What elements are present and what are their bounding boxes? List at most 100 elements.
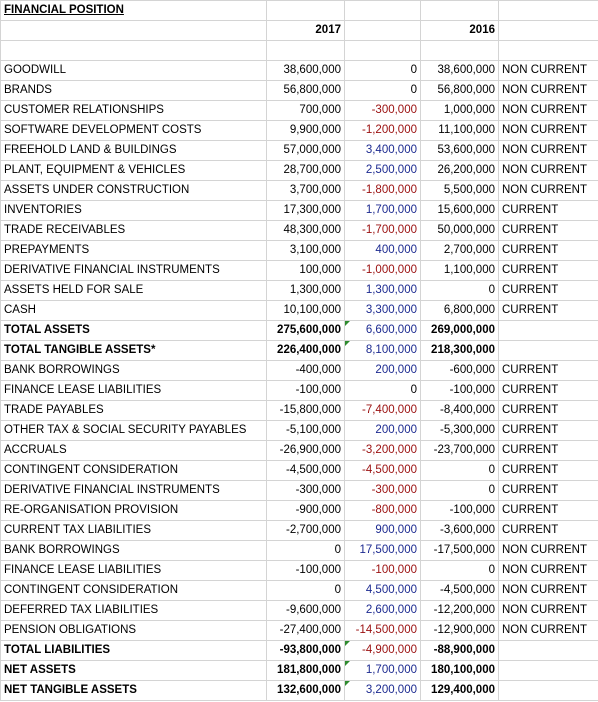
change-cell[interactable]: -300,000 — [344, 100, 421, 121]
value-2016-cell[interactable]: -4,500,000 — [420, 580, 499, 601]
value-2017-cell[interactable]: 28,700,000 — [266, 160, 345, 181]
classification-cell[interactable]: CURRENT — [498, 280, 598, 301]
change-cell[interactable]: 1,300,000 — [344, 280, 421, 301]
classification-cell[interactable]: NON CURRENT — [498, 160, 598, 181]
row-label-cell[interactable]: BANK BORROWINGS — [0, 540, 267, 561]
change-cell[interactable]: 400,000 — [344, 240, 421, 261]
empty-cell[interactable] — [266, 0, 345, 21]
value-2017-cell[interactable]: -900,000 — [266, 500, 345, 521]
classification-cell[interactable]: CURRENT — [498, 460, 598, 481]
row-label-cell[interactable]: PLANT, EQUIPMENT & VEHICLES — [0, 160, 267, 181]
value-2017-cell[interactable]: 57,000,000 — [266, 140, 345, 161]
row-label-cell[interactable]: FINANCE LEASE LIABILITIES — [0, 560, 267, 581]
change-cell[interactable]: 900,000 — [344, 520, 421, 541]
year-2017-header[interactable]: 2017 — [266, 20, 345, 41]
classification-cell[interactable]: CURRENT — [498, 520, 598, 541]
value-2017-cell[interactable]: 1,300,000 — [266, 280, 345, 301]
change-cell[interactable]: -1,800,000 — [344, 180, 421, 201]
row-label-cell[interactable]: TRADE PAYABLES — [0, 400, 267, 421]
value-2017-cell[interactable]: 3,100,000 — [266, 240, 345, 261]
value-2016-cell[interactable]: 56,800,000 — [420, 80, 499, 101]
value-2016-cell[interactable]: 5,500,000 — [420, 180, 499, 201]
row-label-cell[interactable]: TOTAL ASSETS — [0, 320, 267, 341]
change-cell[interactable]: 3,200,000 — [344, 680, 421, 701]
value-2016-cell[interactable]: -17,500,000 — [420, 540, 499, 561]
change-cell[interactable]: -1,200,000 — [344, 120, 421, 141]
value-2016-cell[interactable]: -100,000 — [420, 500, 499, 521]
value-2016-cell[interactable]: -5,300,000 — [420, 420, 499, 441]
value-2017-cell[interactable]: 48,300,000 — [266, 220, 345, 241]
row-label-cell[interactable]: DERIVATIVE FINANCIAL INSTRUMENTS — [0, 260, 267, 281]
classification-cell[interactable]: NON CURRENT — [498, 120, 598, 141]
value-2016-cell[interactable]: -100,000 — [420, 380, 499, 401]
value-2016-cell[interactable]: 0 — [420, 280, 499, 301]
classification-cell[interactable] — [498, 320, 598, 341]
row-label-cell[interactable]: OTHER TAX & SOCIAL SECURITY PAYABLES — [0, 420, 267, 441]
change-cell[interactable]: 4,500,000 — [344, 580, 421, 601]
row-label-cell[interactable]: CUSTOMER RELATIONSHIPS — [0, 100, 267, 121]
empty-cell[interactable] — [266, 40, 345, 61]
classification-cell[interactable]: CURRENT — [498, 300, 598, 321]
row-label-cell[interactable]: CURRENT TAX LIABILITIES — [0, 520, 267, 541]
row-label-cell[interactable]: CONTINGENT CONSIDERATION — [0, 460, 267, 481]
classification-cell[interactable]: CURRENT — [498, 240, 598, 261]
value-2016-cell[interactable]: 1,000,000 — [420, 100, 499, 121]
row-label-cell[interactable]: NET ASSETS — [0, 660, 267, 681]
row-label-cell[interactable]: BRANDS — [0, 80, 267, 101]
change-cell[interactable]: 3,300,000 — [344, 300, 421, 321]
change-cell[interactable]: 0 — [344, 80, 421, 101]
sheet-title[interactable]: FINANCIAL POSITION — [0, 0, 267, 21]
value-2016-cell[interactable]: 1,100,000 — [420, 260, 499, 281]
row-label-cell[interactable]: ACCRUALS — [0, 440, 267, 461]
value-2017-cell[interactable]: -2,700,000 — [266, 520, 345, 541]
change-cell[interactable]: 2,600,000 — [344, 600, 421, 621]
row-label-cell[interactable]: DEFERRED TAX LIABILITIES — [0, 600, 267, 621]
value-2017-cell[interactable]: 226,400,000 — [266, 340, 345, 361]
value-2017-cell[interactable]: 181,800,000 — [266, 660, 345, 681]
classification-cell[interactable] — [498, 340, 598, 361]
row-label-cell[interactable]: CASH — [0, 300, 267, 321]
value-2016-cell[interactable]: 2,700,000 — [420, 240, 499, 261]
value-2016-cell[interactable]: 218,300,000 — [420, 340, 499, 361]
classification-cell[interactable]: CURRENT — [498, 480, 598, 501]
value-2016-cell[interactable]: -8,400,000 — [420, 400, 499, 421]
value-2017-cell[interactable]: -100,000 — [266, 560, 345, 581]
value-2016-cell[interactable]: 0 — [420, 480, 499, 501]
row-label-cell[interactable]: INVENTORIES — [0, 200, 267, 221]
change-cell[interactable]: 6,600,000 — [344, 320, 421, 341]
classification-cell[interactable]: CURRENT — [498, 400, 598, 421]
change-cell[interactable]: 0 — [344, 380, 421, 401]
value-2016-cell[interactable]: 15,600,000 — [420, 200, 499, 221]
classification-cell[interactable]: NON CURRENT — [498, 620, 598, 641]
empty-cell[interactable] — [498, 20, 598, 41]
value-2017-cell[interactable]: 10,100,000 — [266, 300, 345, 321]
classification-cell[interactable]: CURRENT — [498, 440, 598, 461]
value-2017-cell[interactable]: 100,000 — [266, 260, 345, 281]
classification-cell[interactable]: NON CURRENT — [498, 100, 598, 121]
row-label-cell[interactable]: RE-ORGANISATION PROVISION — [0, 500, 267, 521]
classification-cell[interactable]: NON CURRENT — [498, 180, 598, 201]
value-2016-cell[interactable]: 129,400,000 — [420, 680, 499, 701]
year-2016-header[interactable]: 2016 — [420, 20, 499, 41]
classification-cell[interactable]: NON CURRENT — [498, 140, 598, 161]
change-cell[interactable]: 200,000 — [344, 360, 421, 381]
classification-cell[interactable]: CURRENT — [498, 500, 598, 521]
change-cell[interactable]: -14,500,000 — [344, 620, 421, 641]
change-cell[interactable]: -7,400,000 — [344, 400, 421, 421]
value-2016-cell[interactable]: -600,000 — [420, 360, 499, 381]
empty-cell[interactable] — [344, 0, 421, 21]
classification-cell[interactable]: CURRENT — [498, 420, 598, 441]
value-2017-cell[interactable]: -400,000 — [266, 360, 345, 381]
value-2016-cell[interactable]: -12,200,000 — [420, 600, 499, 621]
value-2016-cell[interactable]: 180,100,000 — [420, 660, 499, 681]
row-label-cell[interactable]: BANK BORROWINGS — [0, 360, 267, 381]
change-cell[interactable]: -3,200,000 — [344, 440, 421, 461]
change-cell[interactable]: -300,000 — [344, 480, 421, 501]
change-cell[interactable]: -800,000 — [344, 500, 421, 521]
value-2017-cell[interactable]: 38,600,000 — [266, 60, 345, 81]
value-2017-cell[interactable]: 9,900,000 — [266, 120, 345, 141]
row-label-cell[interactable]: PREPAYMENTS — [0, 240, 267, 261]
row-label-cell[interactable]: PENSION OBLIGATIONS — [0, 620, 267, 641]
empty-cell[interactable] — [344, 20, 421, 41]
classification-cell[interactable] — [498, 680, 598, 701]
